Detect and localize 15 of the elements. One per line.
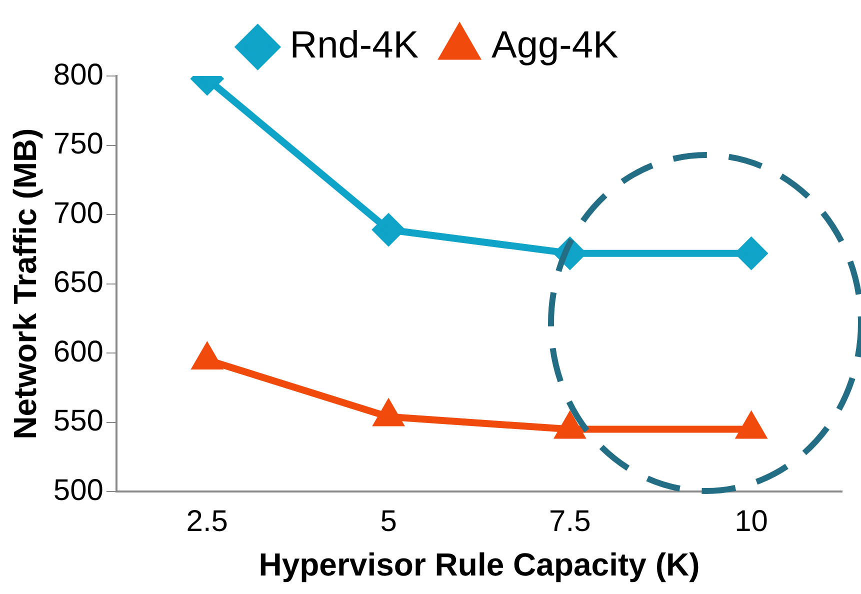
y-tick-label: 800 bbox=[53, 58, 104, 92]
y-tick-label: 600 bbox=[53, 335, 104, 368]
y-tick-label: 550 bbox=[53, 404, 104, 438]
y-tick-label: 500 bbox=[53, 474, 104, 507]
x-tick-label: 7.5 bbox=[549, 504, 591, 538]
x-tick-label: 2.5 bbox=[186, 504, 228, 538]
y-tick-label: 750 bbox=[53, 128, 104, 161]
x-axis-title: Hypervisor Rule Capacity (K) bbox=[258, 546, 700, 583]
legend-label: Agg-4K bbox=[492, 24, 618, 66]
y-tick-label: 700 bbox=[53, 196, 104, 230]
y-tick-label: 650 bbox=[53, 266, 104, 300]
x-tick-label: 5 bbox=[380, 504, 397, 538]
x-tick-label: 10 bbox=[734, 504, 768, 538]
y-axis-title: Network Traffic (MB) bbox=[7, 128, 44, 440]
legend-label: Rnd-4K bbox=[290, 24, 419, 66]
